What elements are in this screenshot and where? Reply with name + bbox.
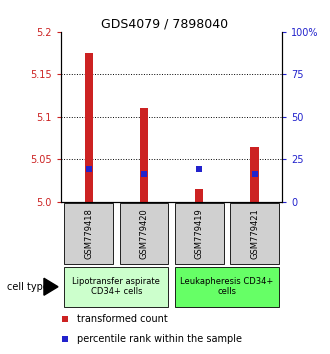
Text: GSM779418: GSM779418 [84, 208, 93, 259]
Text: GSM779419: GSM779419 [195, 208, 204, 259]
Polygon shape [44, 278, 58, 295]
FancyBboxPatch shape [64, 203, 113, 264]
Text: Leukapheresis CD34+
cells: Leukapheresis CD34+ cells [180, 277, 274, 296]
FancyBboxPatch shape [230, 203, 279, 264]
FancyBboxPatch shape [175, 267, 279, 307]
Bar [84, 53, 93, 202]
Text: GSM779420: GSM779420 [140, 208, 148, 259]
Text: Lipotransfer aspirate
CD34+ cells: Lipotransfer aspirate CD34+ cells [72, 277, 160, 296]
Bar [195, 189, 203, 202]
Text: GSM779421: GSM779421 [250, 208, 259, 259]
Text: transformed count: transformed count [77, 314, 167, 324]
FancyBboxPatch shape [64, 267, 168, 307]
Bar [250, 147, 259, 202]
Text: GDS4079 / 7898040: GDS4079 / 7898040 [101, 18, 229, 31]
Text: percentile rank within the sample: percentile rank within the sample [77, 334, 242, 344]
Bar [140, 108, 148, 202]
Text: cell type: cell type [7, 282, 49, 292]
FancyBboxPatch shape [120, 203, 168, 264]
FancyBboxPatch shape [175, 203, 223, 264]
